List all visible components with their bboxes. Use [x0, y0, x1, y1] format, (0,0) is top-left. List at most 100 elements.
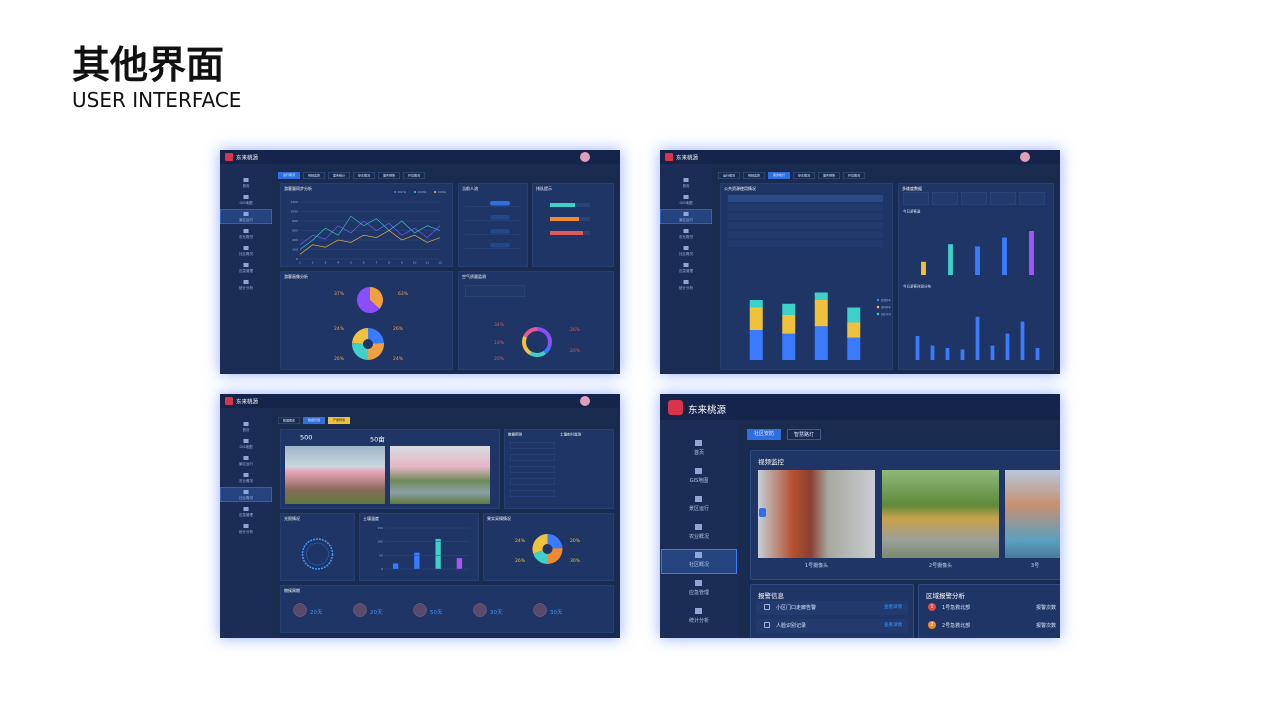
tab[interactable]: 票务统计 [768, 172, 790, 179]
nav-item[interactable]: 社区概况 [688, 562, 709, 568]
alarm-link[interactable]: 查看详情 [884, 623, 902, 628]
pie-slice [532, 534, 548, 554]
y-tick-label: 0 [381, 567, 383, 571]
panel-title: 光照情况 [284, 516, 300, 522]
tab[interactable]: 停车概况 [353, 172, 375, 179]
tab[interactable]: 视频监控 [743, 172, 765, 179]
chart-layer: 0 50 100 150 24% 26% 20% 30% 20天 20天 50天 30天 30天 [293, 526, 581, 617]
legend-swatch [876, 298, 880, 302]
bar [945, 348, 950, 360]
bar-segment [847, 337, 861, 360]
nav-item[interactable]: 社区概况 [239, 252, 253, 256]
tab[interactable]: 环境概况 [403, 172, 425, 179]
nav-icon [695, 524, 702, 530]
panel-title: 报警信息 [758, 592, 784, 600]
pie-slice [547, 548, 563, 564]
bar [435, 538, 441, 569]
tab[interactable]: 数据管理 [303, 417, 325, 424]
nav-icon [243, 456, 249, 460]
value-label: 63% [398, 291, 409, 297]
nav-item[interactable]: 应急管理 [239, 513, 253, 517]
panel-title: 区域报警分析 [926, 592, 965, 600]
nav-item[interactable]: 社区概况 [679, 252, 693, 256]
photo [285, 446, 385, 504]
alarm-link[interactable]: 查看详情 [884, 605, 902, 610]
panel [280, 585, 614, 633]
nav-item[interactable]: 社区概况 [239, 496, 253, 500]
panel-title: 多维度数据 [902, 186, 922, 192]
pie-slice [368, 328, 384, 344]
tab[interactable]: 数据概览 [278, 417, 300, 424]
tab[interactable]: 环境概况 [843, 172, 865, 179]
table-row [728, 222, 883, 229]
bar-segment [782, 315, 796, 334]
nav-icon [683, 212, 689, 216]
bar [1035, 348, 1040, 360]
nav-item[interactable]: 景区运行 [239, 462, 253, 466]
value-label: 20% [570, 348, 581, 354]
nav-item[interactable]: 应急管理 [239, 269, 253, 273]
tab[interactable]: 事件预警 [818, 172, 840, 179]
nav-icon [695, 552, 702, 558]
nav-item[interactable]: 首页 [242, 184, 250, 188]
gauge-inner [306, 542, 329, 566]
nav-item[interactable]: 统计分析 [239, 530, 253, 534]
nav-item[interactable]: 农业概况 [679, 235, 693, 239]
nav-item[interactable]: 农业概况 [688, 534, 709, 540]
nav-icon [243, 507, 249, 511]
nav-icon [683, 229, 689, 233]
pie-slice [352, 342, 368, 360]
tab[interactable]: 社区安防 [747, 429, 781, 440]
nav-item[interactable]: 应急管理 [688, 590, 709, 596]
nav-item[interactable]: 农业概况 [239, 235, 253, 239]
nav-item[interactable]: 统计分析 [679, 286, 693, 290]
tab[interactable]: 视频监控 [303, 172, 325, 179]
panel [458, 183, 528, 267]
panel-title: 土壤温度 [363, 516, 379, 522]
nav-item[interactable]: 应急管理 [679, 269, 693, 273]
avatar [580, 396, 590, 406]
phenology-value: 30天 [490, 609, 503, 616]
meter [550, 231, 583, 235]
nav-icon [683, 280, 689, 284]
legend-label: 固定车位 [881, 312, 892, 316]
x-tick-label: 2 [312, 261, 314, 265]
nav-item[interactable]: 农业概况 [239, 479, 253, 483]
alarm-text: 小区门口走廊告警 [776, 605, 817, 611]
nav-item[interactable]: GIS地图 [239, 445, 253, 449]
tab[interactable]: 运行概况 [718, 172, 740, 179]
tab[interactable]: 事件预警 [378, 172, 400, 179]
value-label: 26% [334, 356, 345, 362]
phenology-value: 20天 [370, 609, 383, 616]
bar [1005, 333, 1010, 360]
nav-item[interactable]: 首页 [693, 450, 704, 456]
nav-item[interactable]: 景区运行 [679, 218, 693, 222]
bar [990, 345, 995, 360]
brand: 东来桃源 [676, 154, 698, 162]
nav-item[interactable]: 统计分析 [688, 618, 709, 624]
nav-item[interactable]: GIS地图 [689, 478, 709, 484]
logo [665, 153, 673, 161]
data-row [510, 466, 555, 473]
nav-item[interactable]: GIS地图 [239, 201, 253, 205]
tab[interactable]: 产量预测 [328, 417, 350, 424]
screen: 东来桃源 首页 GIS地图 景区运行 农业概况 社区概况 应急管理 统计分析 数据概览 数据管理产… [220, 394, 620, 638]
nav-item[interactable]: 首页 [242, 428, 250, 432]
nav-item[interactable]: 首页 [682, 184, 690, 188]
carousel-arrow[interactable] [759, 508, 766, 517]
nav-icon [243, 178, 249, 182]
tab[interactable]: 运行概况 [278, 172, 300, 179]
nav-item[interactable]: GIS地图 [679, 201, 693, 205]
tab[interactable]: 智慧路灯 [787, 429, 821, 440]
nav-item[interactable]: 景区运行 [239, 218, 253, 222]
nav-item[interactable]: 景区运行 [688, 506, 709, 512]
row-chip [490, 243, 510, 248]
tab[interactable]: 票务统计 [328, 172, 350, 179]
gauge [301, 538, 334, 570]
x-tick-label: 3 [324, 261, 326, 265]
panel-title: 视频监控 [758, 458, 784, 466]
nav-item[interactable]: 统计分析 [239, 286, 253, 290]
avatar [1020, 152, 1030, 162]
tab[interactable]: 停车概况 [793, 172, 815, 179]
photo [1005, 470, 1060, 558]
